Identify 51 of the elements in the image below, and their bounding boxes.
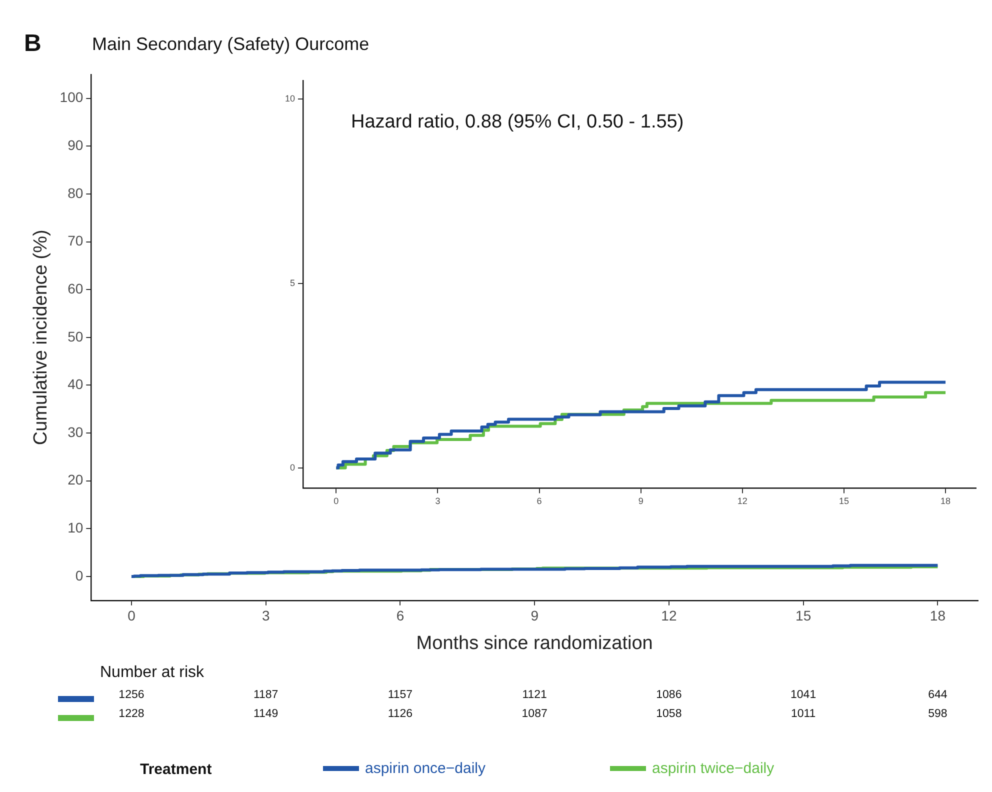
x-tick-label: 9 [638, 496, 644, 506]
x-tick-label: 6 [536, 496, 542, 506]
text: 1087 [520, 708, 548, 720]
x-tick-label: 18 [940, 496, 951, 506]
y-tick-label: 90 [68, 136, 84, 153]
y-tick-label: 5 [290, 278, 296, 288]
text: 1149 [252, 708, 280, 720]
x-tick-label: 6 [396, 608, 404, 624]
text: Number at risk [100, 664, 204, 682]
x-tick-label: 9 [530, 608, 539, 624]
legend-title: Treatment [140, 761, 212, 778]
text: B [24, 30, 42, 58]
chart-title: Main Secondary (Safety) Ourcome [92, 34, 370, 55]
x-axis-title: Months since randomization [416, 632, 653, 654]
x-tick-label: 12 [661, 608, 677, 624]
y-tick-label: 20 [68, 472, 84, 488]
y-tick-label: 60 [68, 280, 84, 296]
text: 1121 [521, 689, 548, 701]
y-tick-label: 50 [68, 328, 84, 344]
annotation: Hazard ratio, 0.88 (95% CI, 0.50 - 1.55) [351, 112, 684, 133]
y-tick-label: 0 [290, 462, 296, 472]
text: 1126 [386, 708, 414, 720]
y-tick-label: 10 [68, 520, 84, 536]
text: 1011 [790, 708, 817, 720]
y-tick-label: 10 [284, 93, 296, 104]
x-tick-label: 15 [838, 496, 849, 506]
text: 598 [927, 708, 948, 720]
text: 1086 [655, 689, 683, 701]
x-tick-label: 12 [737, 496, 748, 506]
y-tick-label: 0 [75, 567, 84, 584]
text: 1157 [386, 689, 414, 701]
text: 1256 [118, 689, 146, 701]
y-tick-label: 40 [68, 376, 84, 392]
y-tick-label: 30 [68, 424, 84, 440]
text: 1228 [118, 708, 146, 720]
x-tick-label: 0 [128, 608, 136, 624]
legend-label: aspirin once−daily [365, 760, 486, 777]
text: 1058 [655, 708, 683, 720]
x-tick-label: 15 [796, 608, 812, 624]
text: 1187 [252, 689, 280, 701]
x-tick-label: 0 [334, 496, 339, 506]
y-axis-title: Cumulative incidence (%) [30, 230, 52, 446]
y-tick-label: 100 [60, 89, 84, 106]
x-tick-label: 18 [930, 608, 946, 624]
text: 1041 [790, 689, 818, 701]
y-tick-label: 80 [68, 184, 84, 201]
text: 644 [927, 689, 948, 701]
x-tick-label: 3 [262, 608, 270, 624]
y-tick-label: 70 [68, 232, 84, 249]
x-tick-label: 3 [435, 496, 440, 506]
legend-label: aspirin twice−daily [652, 760, 774, 777]
